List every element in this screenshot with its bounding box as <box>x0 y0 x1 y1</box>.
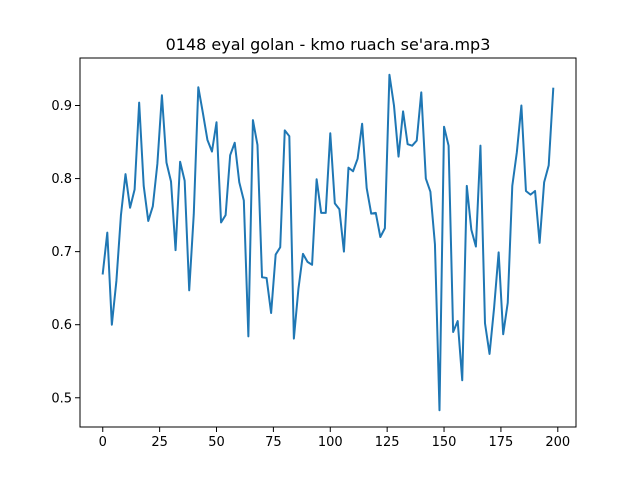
x-tick-label: 50 <box>208 435 225 450</box>
y-tick-label: 0.6 <box>51 318 72 333</box>
y-tick-label: 0.8 <box>51 172 72 187</box>
x-tick-label: 75 <box>265 435 282 450</box>
x-tick-label: 25 <box>151 435 168 450</box>
x-tick-label: 125 <box>375 435 400 450</box>
y-tick-label: 0.9 <box>51 99 72 114</box>
chart-title: 0148 eyal golan - kmo ruach se'ara.mp3 <box>166 35 491 54</box>
y-tick-label: 0.7 <box>51 245 72 260</box>
x-tick-label: 175 <box>489 435 514 450</box>
plot-area: 0 25 50 75 100 125 150 175 200 0.5 0.6 0.7 0.8 0.9 <box>51 57 577 450</box>
x-tick-label: 200 <box>545 435 570 450</box>
x-tick-label: 100 <box>318 435 343 450</box>
axes-frame <box>79 57 577 428</box>
y-tick-label: 0.5 <box>51 391 72 406</box>
x-tick-label: 0 <box>99 435 107 450</box>
x-tick-label: 150 <box>432 435 457 450</box>
data-line <box>101 73 555 412</box>
